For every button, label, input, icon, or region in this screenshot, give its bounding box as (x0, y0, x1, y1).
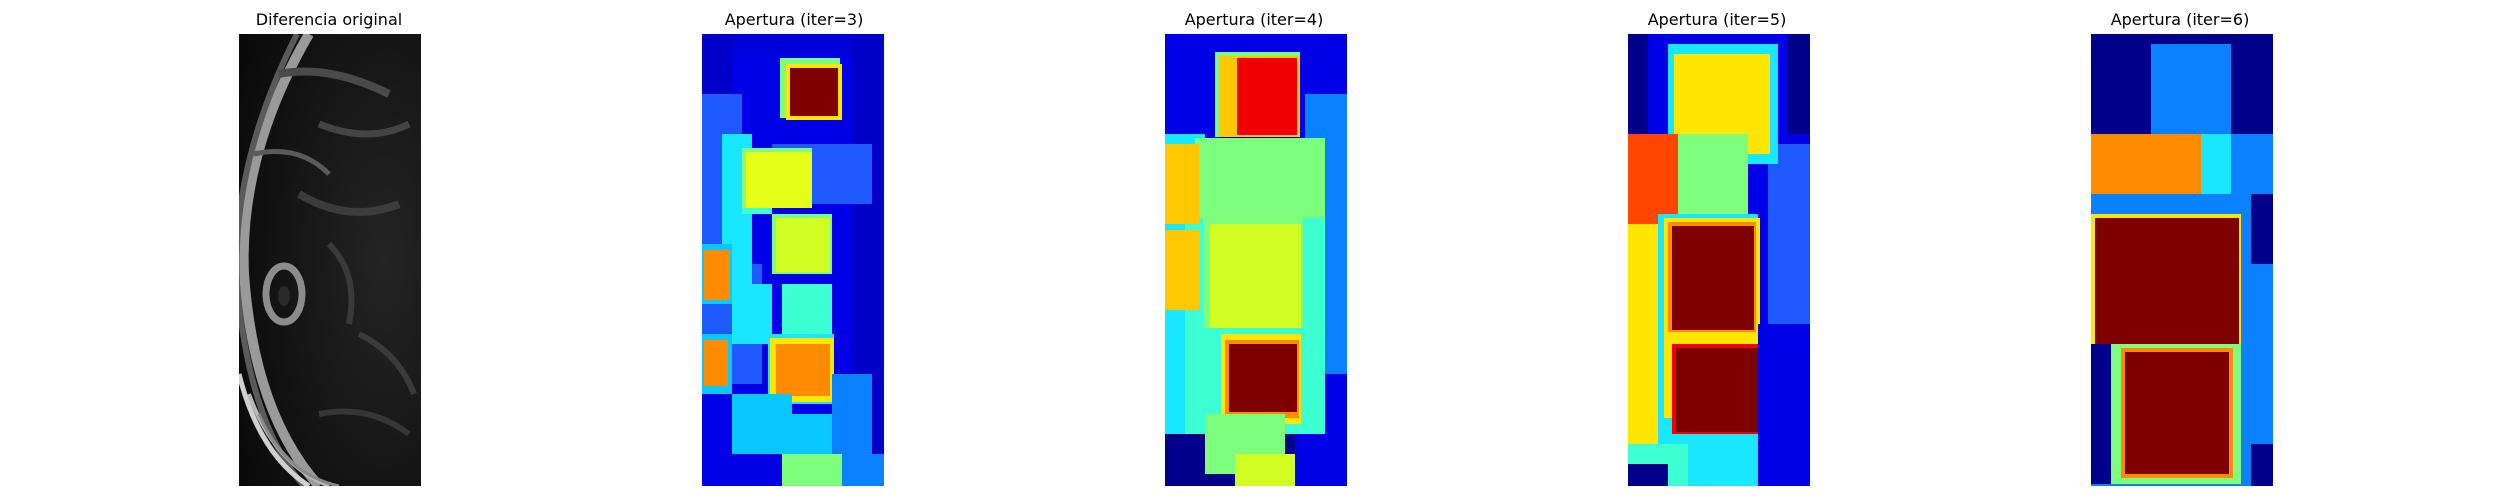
image-panel-iter-6 (2091, 34, 2273, 486)
panel-title: Apertura (iter=4) (1184, 10, 1324, 29)
jet-opening-image (1165, 34, 1347, 486)
image-panel-iter-4 (1165, 34, 1347, 486)
jet-opening-image (1628, 34, 1810, 486)
grayscale-difference-image (239, 34, 421, 486)
image-panel-original (239, 34, 421, 486)
jet-opening-image (702, 34, 884, 486)
panel-title: Apertura (iter=3) (724, 10, 864, 29)
jet-opening-image (2091, 34, 2273, 486)
panel-title: Apertura (iter=5) (1647, 10, 1787, 29)
panel-title: Diferencia original (255, 10, 403, 29)
image-panel-iter-3 (702, 34, 884, 486)
panel-title: Apertura (iter=6) (2110, 10, 2250, 29)
image-panel-iter-5 (1628, 34, 1810, 486)
